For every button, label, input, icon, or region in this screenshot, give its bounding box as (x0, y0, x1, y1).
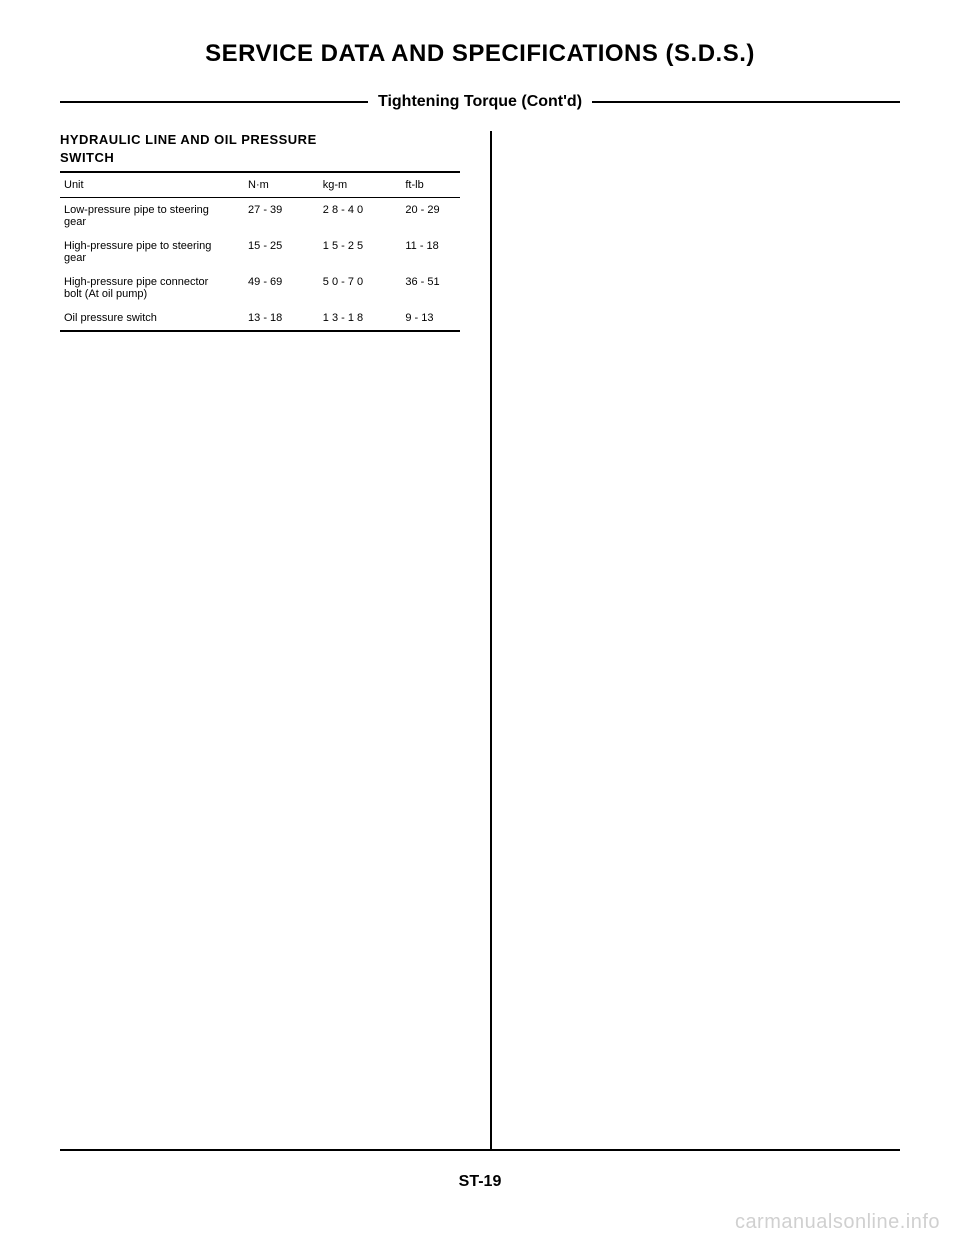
caption-line2: SWITCH (60, 150, 114, 165)
cell-nm: 49 - 69 (228, 270, 303, 306)
cell-kgm: 5 0 - 7 0 (303, 270, 386, 306)
cell-nm: 15 - 25 (228, 234, 303, 270)
page-number: ST-19 (60, 1173, 900, 1191)
rule-left (60, 101, 368, 103)
cell-kgm: 1 5 - 2 5 (303, 234, 386, 270)
table-row: High-pressure pipe connector bolt (At oi… (60, 270, 460, 306)
cell-kgm: 1 3 - 1 8 (303, 306, 386, 331)
col-ftlb: ft-lb (385, 172, 460, 198)
table-row: High-pressure pipe to steering gear 15 -… (60, 234, 460, 270)
section-subtitle: Tightening Torque (Cont'd) (368, 93, 592, 111)
page-title: SERVICE DATA AND SPECIFICATIONS (S.D.S.) (60, 40, 900, 68)
cell-label: High-pressure pipe connector bolt (At oi… (60, 270, 228, 306)
col-kgm: kg-m (303, 172, 386, 198)
cell-nm: 27 - 39 (228, 198, 303, 235)
caption-line1: HYDRAULIC LINE AND OIL PRESSURE (60, 132, 317, 147)
cell-ftlb: 20 - 29 (385, 198, 460, 235)
table-caption: HYDRAULIC LINE AND OIL PRESSURE SWITCH (60, 131, 460, 167)
table-row: Oil pressure switch 13 - 18 1 3 - 1 8 9 … (60, 306, 460, 331)
table-header-row: Unit N·m kg-m ft-lb (60, 172, 460, 198)
cell-kgm: 2 8 - 4 0 (303, 198, 386, 235)
rule-right (592, 101, 900, 103)
cell-label: High-pressure pipe to steering gear (60, 234, 228, 270)
cell-label: Low-pressure pipe to steering gear (60, 198, 228, 235)
torque-table: Unit N·m kg-m ft-lb Low-pressure pipe to… (60, 171, 460, 332)
col-unit: Unit (60, 172, 228, 198)
right-column (490, 131, 900, 1149)
table-row: Low-pressure pipe to steering gear 27 - … (60, 198, 460, 235)
content-columns: HYDRAULIC LINE AND OIL PRESSURE SWITCH U… (60, 131, 900, 1151)
cell-ftlb: 11 - 18 (385, 234, 460, 270)
cell-nm: 13 - 18 (228, 306, 303, 331)
col-nm: N·m (228, 172, 303, 198)
watermark: carmanualsonline.info (735, 1211, 940, 1234)
cell-ftlb: 36 - 51 (385, 270, 460, 306)
cell-ftlb: 9 - 13 (385, 306, 460, 331)
section-header: Tightening Torque (Cont'd) (60, 93, 900, 111)
left-column: HYDRAULIC LINE AND OIL PRESSURE SWITCH U… (60, 131, 470, 1149)
cell-label: Oil pressure switch (60, 306, 228, 331)
